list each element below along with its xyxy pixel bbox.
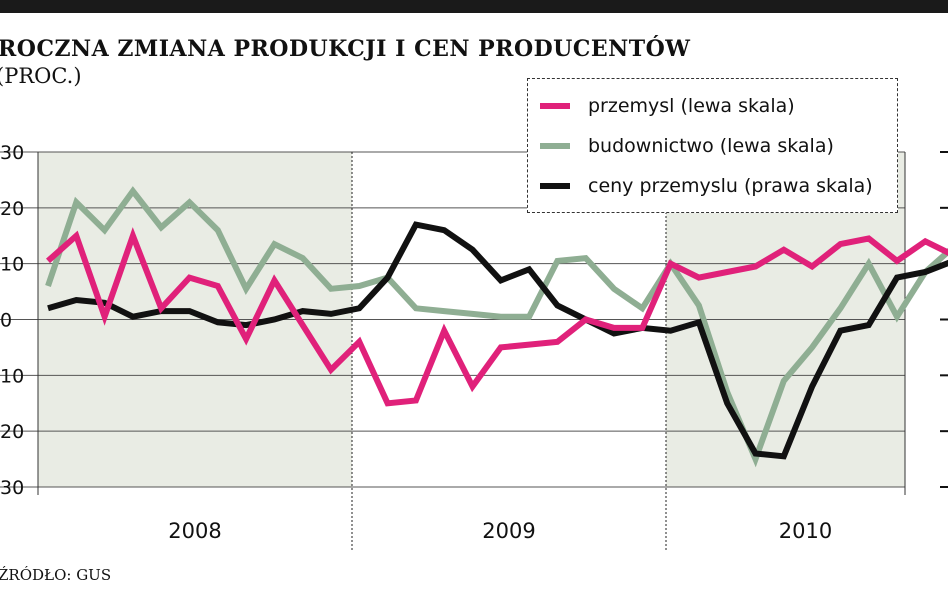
series-line-budownictwo (45, 186, 948, 468)
source-note: ŹRÓDŁO: GUS (0, 566, 112, 584)
legend-swatch-budownictwo (540, 143, 570, 149)
left-tick-label: 0 (0, 310, 12, 332)
chart-legend: przemysl (lewa skala) budownictwo (lewa … (527, 78, 898, 213)
legend-item-przemysl: przemysl (lewa skala) (540, 91, 795, 121)
legend-swatch-przemysl (540, 103, 570, 109)
left-tick-label: 10 (0, 254, 24, 276)
legend-swatch-ceny (540, 183, 570, 189)
top-bar (0, 0, 948, 13)
chart-subtitle: (PROC.) (0, 64, 82, 88)
series-line-ceny (47, 221, 948, 460)
left-tick-label: 10 (0, 365, 24, 387)
x-tick-label-2009: 2009 (482, 519, 535, 543)
left-tick-label: 30 (0, 142, 24, 164)
x-tick-label-2008: 2008 (168, 519, 221, 543)
legend-label-przemysl: przemysl (lewa skala) (588, 95, 795, 117)
legend-label-budownictwo: budownictwo (lewa skala) (588, 135, 834, 157)
legend-label-ceny: ceny przemyslu (prawa skala) (588, 175, 873, 197)
legend-item-ceny: ceny przemyslu (prawa skala) (540, 171, 873, 201)
left-tick-label: 20 (0, 421, 24, 443)
left-tick-label: 20 (0, 198, 24, 220)
series-line-przemysl (46, 227, 948, 407)
x-tick-label-2010: 2010 (779, 519, 832, 543)
left-tick-label: 30 (0, 477, 24, 499)
legend-item-budownictwo: budownictwo (lewa skala) (540, 131, 834, 161)
chart-title: ROCZNA ZMIANA PRODUKCJI I CEN PRODUCENTÓ… (0, 36, 691, 62)
